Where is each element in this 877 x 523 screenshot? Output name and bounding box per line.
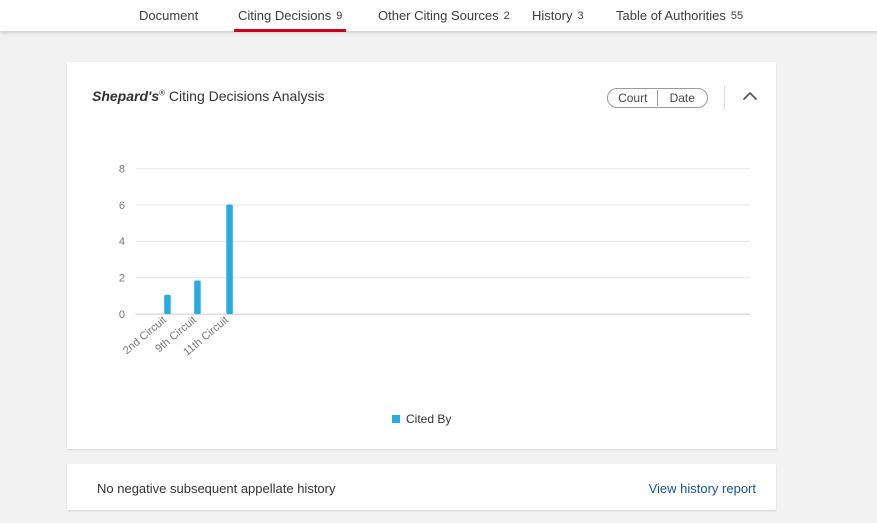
svg-text:4: 4 <box>119 236 125 248</box>
svg-text:0: 0 <box>119 309 125 321</box>
svg-text:6: 6 <box>119 200 125 212</box>
svg-text:2: 2 <box>119 273 125 285</box>
svg-text:8: 8 <box>119 164 125 176</box>
